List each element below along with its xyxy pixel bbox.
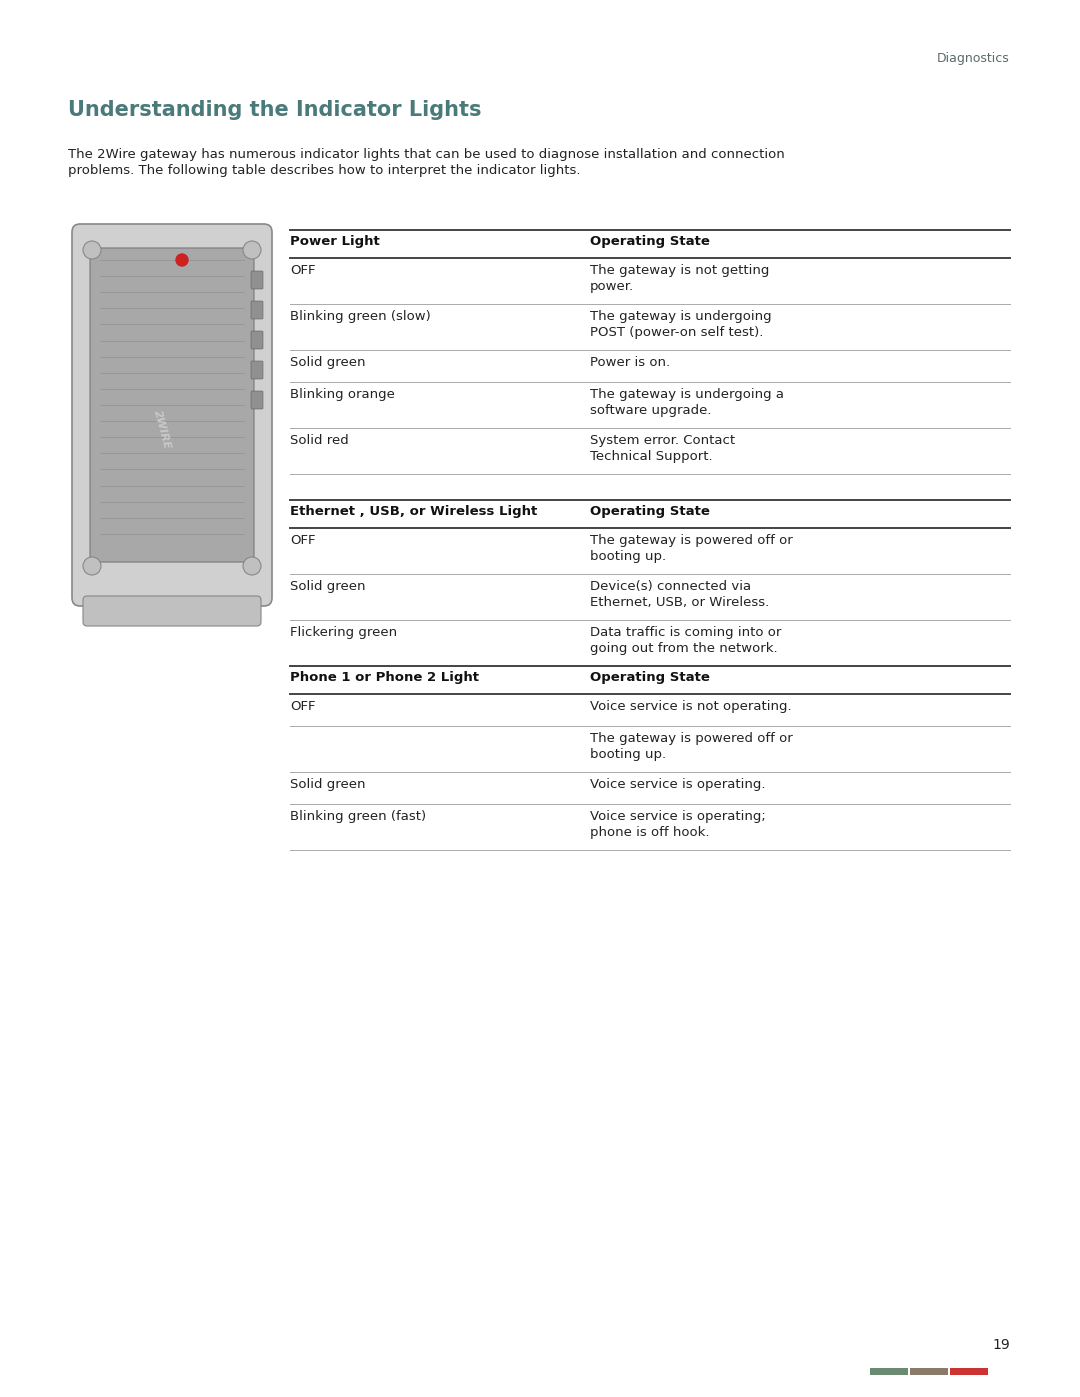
Text: Power is on.: Power is on.	[590, 356, 670, 369]
Text: OFF: OFF	[291, 700, 315, 712]
FancyBboxPatch shape	[251, 391, 264, 409]
Text: Solid red: Solid red	[291, 434, 349, 447]
Text: Flickering green: Flickering green	[291, 626, 397, 638]
Text: OFF: OFF	[291, 534, 315, 548]
Text: Phone 1 or Phone 2 Light: Phone 1 or Phone 2 Light	[291, 671, 480, 685]
Circle shape	[83, 242, 102, 258]
Text: Blinking green (fast): Blinking green (fast)	[291, 810, 427, 823]
Text: Operating State: Operating State	[590, 671, 710, 685]
Circle shape	[243, 557, 261, 576]
Text: Blinking orange: Blinking orange	[291, 388, 395, 401]
Text: Understanding the Indicator Lights: Understanding the Indicator Lights	[68, 101, 482, 120]
Bar	[910, 1368, 948, 1375]
Text: Solid green: Solid green	[291, 778, 365, 791]
Bar	[950, 1368, 988, 1375]
Text: The 2Wire gateway has numerous indicator lights that can be used to diagnose ins: The 2Wire gateway has numerous indicator…	[68, 148, 785, 177]
FancyBboxPatch shape	[251, 360, 264, 379]
Text: The gateway is undergoing a
software upgrade.: The gateway is undergoing a software upg…	[590, 388, 784, 416]
Text: Operating State: Operating State	[590, 235, 710, 249]
Text: System error. Contact
Technical Support.: System error. Contact Technical Support.	[590, 434, 735, 462]
Text: Operating State: Operating State	[590, 504, 710, 518]
Text: Device(s) connected via
Ethernet, USB, or Wireless.: Device(s) connected via Ethernet, USB, o…	[590, 580, 769, 609]
Circle shape	[243, 242, 261, 258]
Text: Power Light: Power Light	[291, 235, 380, 249]
FancyBboxPatch shape	[72, 224, 272, 606]
Text: Voice service is not operating.: Voice service is not operating.	[590, 700, 792, 712]
Text: 19: 19	[993, 1338, 1010, 1352]
Text: Diagnostics: Diagnostics	[937, 52, 1010, 66]
Text: Data traffic is coming into or
going out from the network.: Data traffic is coming into or going out…	[590, 626, 781, 655]
Text: Solid green: Solid green	[291, 356, 365, 369]
Text: The gateway is powered off or
booting up.: The gateway is powered off or booting up…	[590, 534, 793, 563]
Text: 2WIRE: 2WIRE	[152, 409, 172, 451]
FancyBboxPatch shape	[90, 249, 254, 562]
Circle shape	[83, 557, 102, 576]
FancyBboxPatch shape	[251, 271, 264, 289]
FancyBboxPatch shape	[251, 331, 264, 349]
FancyBboxPatch shape	[251, 300, 264, 319]
Text: Ethernet , USB, or Wireless Light: Ethernet , USB, or Wireless Light	[291, 504, 537, 518]
Text: Voice service is operating.: Voice service is operating.	[590, 778, 766, 791]
Text: The gateway is undergoing
POST (power-on self test).: The gateway is undergoing POST (power-on…	[590, 310, 771, 339]
Text: Solid green: Solid green	[291, 580, 365, 592]
Text: The gateway is not getting
power.: The gateway is not getting power.	[590, 264, 769, 293]
FancyBboxPatch shape	[83, 597, 261, 626]
Text: Voice service is operating;
phone is off hook.: Voice service is operating; phone is off…	[590, 810, 766, 840]
Text: OFF: OFF	[291, 264, 315, 277]
Circle shape	[176, 254, 188, 265]
Bar	[870, 1368, 908, 1375]
Text: Blinking green (slow): Blinking green (slow)	[291, 310, 431, 323]
Text: The gateway is powered off or
booting up.: The gateway is powered off or booting up…	[590, 732, 793, 761]
